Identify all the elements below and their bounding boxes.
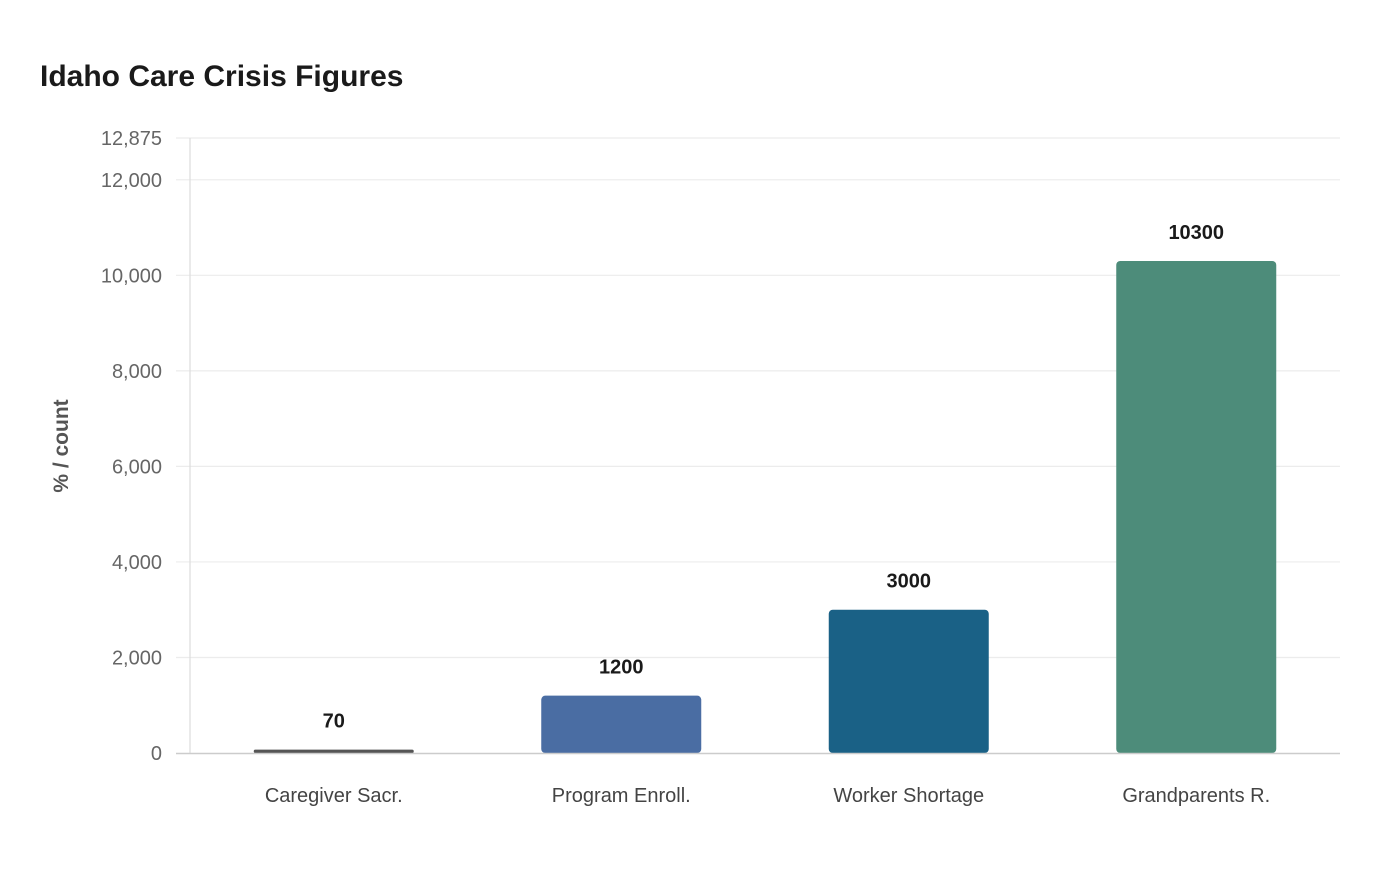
y-tick-label: 6,000 — [112, 456, 162, 478]
data-label: 1200 — [599, 657, 644, 679]
bar — [828, 609, 989, 753]
y-tick-label: 12,000 — [101, 170, 162, 192]
data-label: 10300 — [1168, 222, 1224, 244]
x-tick-label: Program Enroll. — [552, 785, 691, 807]
y-tick-label: 8,000 — [112, 361, 162, 383]
y-tick-label: 2,000 — [112, 647, 162, 669]
bar — [541, 695, 702, 753]
x-tick-label: Grandparents R. — [1122, 785, 1270, 807]
chart-title: Idaho Care Crisis Figures — [40, 60, 404, 93]
data-label: 70 — [323, 711, 345, 733]
y-tick-label: 0 — [151, 743, 162, 765]
data-label: 3000 — [887, 571, 932, 593]
bar — [253, 749, 414, 753]
x-tick-label: Caregiver Sacr. — [265, 785, 403, 807]
y-tick-label: 4,000 — [112, 552, 162, 574]
bar — [1116, 261, 1277, 753]
y-tick-label: 12,875 — [101, 128, 162, 150]
x-tick-label: Worker Shortage — [833, 785, 984, 807]
y-tick-label: 10,000 — [101, 265, 162, 287]
